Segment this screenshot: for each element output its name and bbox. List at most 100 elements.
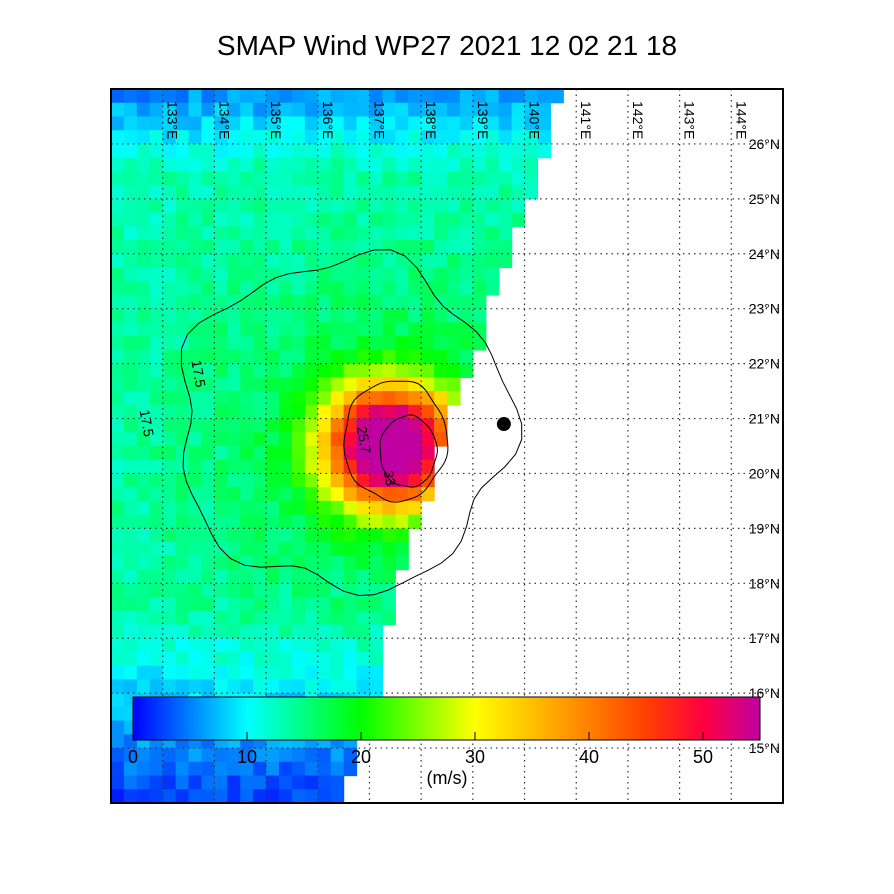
wind-cell — [214, 418, 228, 433]
wind-cell — [369, 418, 383, 433]
wind-cell — [330, 143, 345, 159]
wind-cell — [253, 446, 267, 461]
wind-cell — [175, 349, 190, 365]
wind-cell — [279, 748, 293, 763]
wind-cell — [240, 198, 254, 214]
wind-cell — [447, 267, 461, 282]
wind-cell — [421, 267, 435, 282]
wind-cell — [162, 789, 177, 803]
wind-cell — [253, 322, 267, 337]
wind-cell — [111, 473, 125, 488]
wind-cell — [111, 638, 125, 653]
wind-cell — [472, 89, 487, 104]
wind-cell — [266, 143, 280, 159]
wind-cell — [459, 116, 474, 131]
wind-cell — [395, 418, 409, 433]
wind-cell — [136, 116, 151, 131]
wind-cell — [240, 446, 254, 461]
wind-cell — [240, 432, 254, 447]
wind-cell — [291, 240, 306, 255]
wind-cell — [472, 198, 487, 214]
wind-cell — [343, 377, 358, 392]
wind-cell — [214, 404, 228, 420]
wind-cell — [214, 294, 228, 310]
wind-cell — [356, 583, 371, 598]
wind-cell — [304, 775, 319, 790]
wind-cell — [304, 377, 319, 392]
wind-cell — [330, 198, 345, 214]
wind-cell — [136, 789, 151, 803]
wind-cell — [201, 583, 215, 598]
wind-cell — [447, 212, 461, 227]
lat-tick-label: 26°N — [749, 136, 780, 152]
lon-tick-label: 141°E — [578, 101, 594, 139]
wind-cell — [330, 418, 345, 433]
wind-cell — [123, 569, 138, 584]
wind-cell — [240, 363, 254, 378]
wind-cell — [240, 789, 254, 803]
wind-cell — [266, 761, 280, 777]
contour-label: 17.5 — [137, 408, 158, 438]
wind-cell — [511, 157, 526, 172]
wind-cell — [369, 143, 383, 159]
wind-cell — [201, 267, 215, 282]
wind-cell — [214, 789, 228, 803]
wind-cell — [330, 583, 345, 598]
wind-cell — [330, 789, 345, 803]
wind-cell — [149, 212, 164, 227]
wind-cell — [162, 446, 177, 461]
wind-cell — [343, 157, 358, 172]
wind-cell — [447, 143, 461, 159]
wind-cell — [317, 597, 332, 612]
wind-cell — [356, 638, 371, 653]
wind-cell — [188, 253, 203, 269]
wind-cell — [498, 130, 513, 145]
wind-cell — [291, 336, 306, 351]
wind-cell — [123, 638, 138, 653]
wind-cell — [266, 473, 280, 488]
wind-cell — [214, 500, 228, 516]
wind-cell — [279, 157, 293, 172]
wind-cell — [485, 185, 500, 200]
lon-tick-label: 144°E — [733, 101, 749, 139]
wind-cell — [175, 624, 190, 639]
wind-cell — [369, 638, 383, 653]
wind-cell — [356, 555, 371, 571]
wind-cell — [136, 281, 151, 296]
wind-cell — [162, 610, 177, 626]
wind-cell — [253, 377, 267, 392]
wind-cell — [291, 500, 306, 516]
wind-cell — [227, 459, 241, 475]
wind-cell — [408, 500, 422, 516]
wind-cell — [188, 487, 203, 502]
wind-cell — [240, 143, 254, 159]
wind-cell — [330, 555, 345, 571]
wind-cell — [123, 322, 138, 337]
wind-cell — [485, 281, 500, 296]
wind-cell — [356, 240, 371, 255]
wind-cell — [188, 391, 203, 406]
wind-cell — [356, 432, 371, 447]
wind-cell — [162, 638, 177, 653]
wind-cell — [136, 185, 151, 200]
wind-cell — [240, 542, 254, 557]
wind-cell — [136, 226, 151, 241]
wind-cell — [149, 336, 164, 351]
wind-cell — [343, 404, 358, 420]
wind-cell — [279, 226, 293, 241]
wind-cell — [395, 500, 409, 516]
wind-cell — [369, 171, 383, 186]
wind-cell — [317, 322, 332, 337]
wind-cell — [369, 226, 383, 241]
wind-cell — [136, 130, 151, 145]
wind-cell — [227, 775, 241, 790]
wind-cell — [421, 116, 435, 131]
wind-cell — [498, 116, 513, 131]
lat-tick-label: 17°N — [749, 630, 780, 646]
wind-cell — [382, 569, 396, 584]
wind-cell — [369, 610, 383, 626]
wind-cell — [162, 116, 177, 131]
wind-cell — [175, 789, 190, 803]
wind-cell — [266, 528, 280, 543]
wind-cell — [382, 185, 396, 200]
